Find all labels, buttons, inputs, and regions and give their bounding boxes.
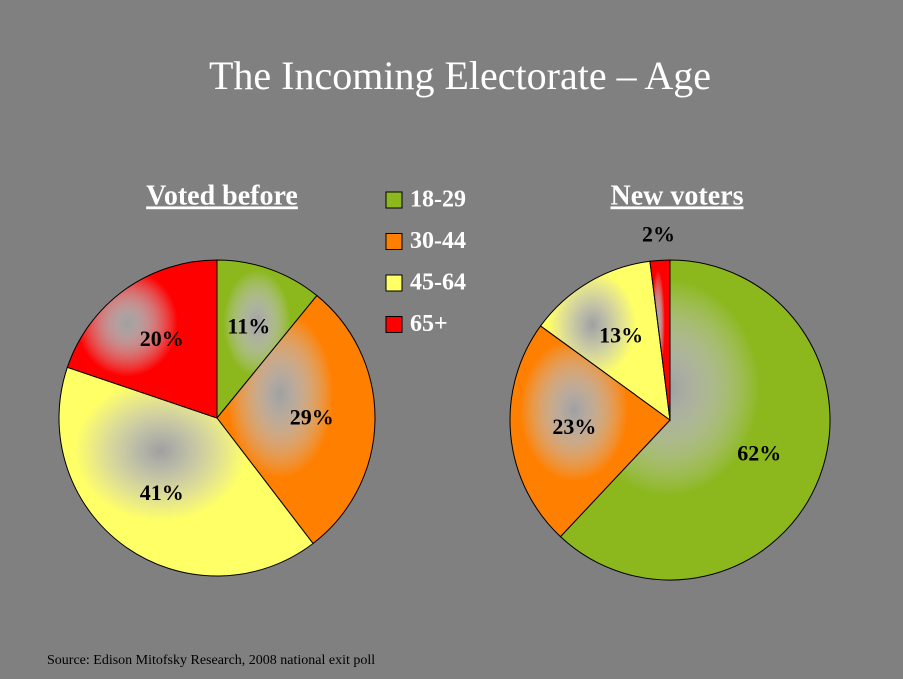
pie-slice bbox=[559, 259, 831, 581]
legend-label: 65+ bbox=[410, 311, 448, 337]
pie-slice bbox=[509, 325, 671, 538]
legend-swatch bbox=[385, 191, 403, 209]
legend-label: 18-29 bbox=[410, 187, 466, 213]
legend-swatch bbox=[385, 233, 403, 250]
data-label: 20% bbox=[140, 326, 184, 351]
chart-title: New voters bbox=[611, 180, 744, 211]
chart-title: Voted before bbox=[146, 180, 298, 211]
legend-label: 30-44 bbox=[410, 228, 466, 254]
pie-slice bbox=[216, 259, 318, 420]
pie-slice bbox=[649, 259, 671, 421]
legend-label: 45-64 bbox=[410, 270, 466, 296]
legend-swatch bbox=[385, 274, 403, 292]
data-label: 29% bbox=[290, 405, 334, 430]
legend-swatch bbox=[385, 316, 403, 333]
data-label: 13% bbox=[599, 322, 643, 347]
source-note: Source: Edison Mitofsky Research, 2008 n… bbox=[47, 653, 375, 668]
data-label: 11% bbox=[227, 314, 270, 339]
pie-slice bbox=[539, 260, 671, 422]
slide-title: The Incoming Electorate – Age bbox=[209, 53, 711, 98]
data-label: 23% bbox=[552, 414, 596, 439]
data-label: 2% bbox=[642, 221, 675, 246]
data-label: 41% bbox=[140, 480, 184, 505]
pie-slice bbox=[58, 366, 314, 577]
pie-slice bbox=[66, 259, 218, 419]
data-label: 62% bbox=[737, 440, 781, 465]
pie-slice bbox=[216, 294, 376, 545]
